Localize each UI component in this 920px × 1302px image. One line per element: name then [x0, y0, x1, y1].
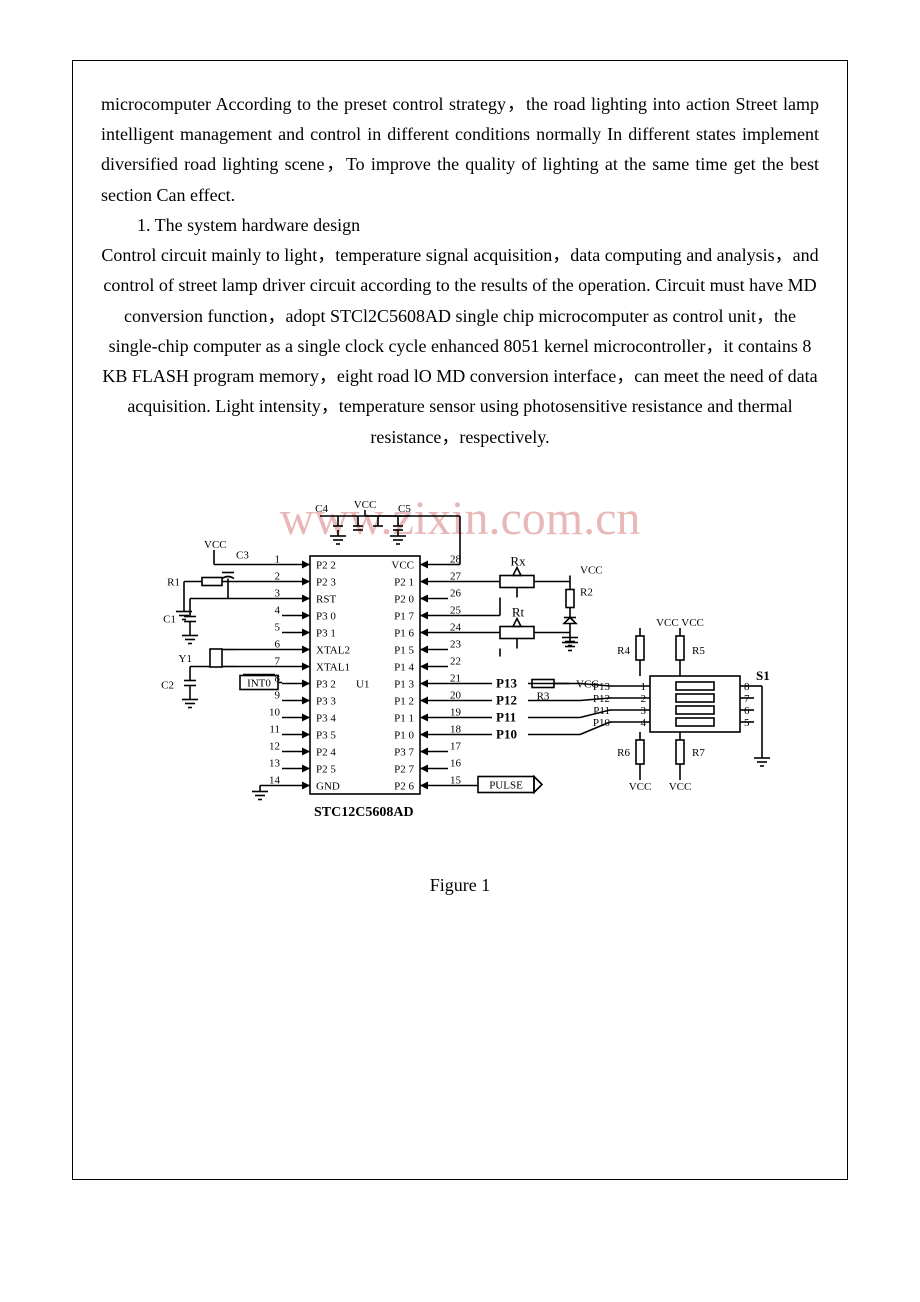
- svg-text:P10: P10: [496, 726, 517, 741]
- svg-text:P13: P13: [496, 675, 517, 690]
- svg-text:Rx: Rx: [510, 553, 526, 568]
- svg-text:1: 1: [641, 681, 647, 693]
- svg-text:VCC: VCC: [354, 499, 377, 511]
- svg-text:5: 5: [275, 621, 281, 633]
- svg-text:6: 6: [744, 705, 750, 717]
- svg-text:INT0: INT0: [247, 677, 271, 689]
- svg-text:P3 4: P3 4: [316, 712, 336, 724]
- svg-text:P1 5: P1 5: [394, 644, 414, 656]
- svg-text:16: 16: [450, 757, 462, 769]
- svg-text:P2 3: P2 3: [316, 576, 336, 588]
- svg-text:P3 0: P3 0: [316, 610, 336, 622]
- svg-text:8: 8: [744, 681, 750, 693]
- schematic-figure: www.zixin.com.cnU11P2 22P2 33RST4P3 05P3…: [101, 486, 819, 896]
- svg-text:VCC VCC: VCC VCC: [656, 617, 704, 629]
- svg-text:23: 23: [450, 638, 462, 650]
- svg-text:R7: R7: [692, 747, 705, 759]
- svg-text:Rt: Rt: [512, 604, 525, 619]
- svg-text:VCC: VCC: [669, 781, 692, 793]
- svg-text:R2: R2: [580, 586, 593, 598]
- svg-text:XTAL1: XTAL1: [316, 661, 350, 673]
- svg-text:P2 7: P2 7: [394, 763, 414, 775]
- svg-text:P3 7: P3 7: [394, 746, 414, 758]
- svg-text:22: 22: [450, 655, 461, 667]
- svg-text:GND: GND: [316, 780, 340, 792]
- svg-text:7: 7: [744, 693, 750, 705]
- svg-text:S1: S1: [756, 668, 770, 683]
- svg-text:P1 4: P1 4: [394, 661, 414, 673]
- svg-text:P1 0: P1 0: [394, 729, 414, 741]
- svg-text:XTAL2: XTAL2: [316, 644, 350, 656]
- figure-caption: Figure 1: [101, 875, 819, 896]
- page-frame: microcomputer According to the preset co…: [72, 60, 848, 1180]
- svg-text:C5: C5: [398, 503, 411, 515]
- paragraph-intro: microcomputer According to the preset co…: [101, 89, 819, 210]
- svg-text:2: 2: [641, 693, 647, 705]
- svg-text:P12: P12: [496, 692, 517, 707]
- svg-text:P1 7: P1 7: [394, 610, 414, 622]
- paragraph-hardware: Control circuit mainly to light，temperat…: [101, 240, 819, 452]
- svg-text:VCC: VCC: [204, 539, 227, 551]
- svg-text:P1 2: P1 2: [394, 695, 414, 707]
- svg-text:17: 17: [450, 740, 462, 752]
- svg-text:4: 4: [641, 717, 647, 729]
- svg-text:Y1: Y1: [179, 653, 192, 665]
- svg-text:STC12C5608AD: STC12C5608AD: [314, 805, 414, 820]
- svg-text:13: 13: [269, 757, 281, 769]
- svg-text:P11: P11: [496, 709, 516, 724]
- svg-text:4: 4: [275, 604, 281, 616]
- svg-text:9: 9: [275, 689, 281, 701]
- svg-text:10: 10: [269, 706, 281, 718]
- svg-text:R5: R5: [692, 645, 705, 657]
- svg-text:VCC: VCC: [391, 559, 414, 571]
- svg-text:U1: U1: [356, 678, 369, 690]
- svg-text:VCC: VCC: [629, 781, 652, 793]
- svg-text:P2 1: P2 1: [394, 576, 414, 588]
- svg-text:P3 3: P3 3: [316, 695, 336, 707]
- svg-text:P3 2: P3 2: [316, 678, 336, 690]
- svg-text:R4: R4: [617, 645, 630, 657]
- svg-text:C1: C1: [163, 613, 176, 625]
- svg-text:P1 6: P1 6: [394, 627, 414, 639]
- svg-text:R1: R1: [167, 576, 180, 588]
- svg-text:P3 1: P3 1: [316, 627, 336, 639]
- svg-text:P13: P13: [593, 681, 611, 693]
- svg-text:C2: C2: [161, 679, 174, 691]
- svg-text:11: 11: [269, 723, 280, 735]
- svg-text:RST: RST: [316, 593, 336, 605]
- svg-text:P2 2: P2 2: [316, 559, 336, 571]
- svg-text:P2 0: P2 0: [394, 593, 414, 605]
- svg-text:P3 5: P3 5: [316, 729, 336, 741]
- heading-hardware: 1. The system hardware design: [101, 210, 819, 240]
- svg-text:PULSE: PULSE: [489, 779, 523, 791]
- svg-text:3: 3: [641, 705, 647, 717]
- svg-text:26: 26: [450, 587, 462, 599]
- svg-text:P2 5: P2 5: [316, 763, 336, 775]
- svg-text:5: 5: [744, 717, 750, 729]
- svg-text:R6: R6: [617, 747, 630, 759]
- svg-text:12: 12: [269, 740, 280, 752]
- body-text: microcomputer According to the preset co…: [101, 89, 819, 452]
- svg-text:P2 6: P2 6: [394, 780, 414, 792]
- svg-text:C4: C4: [315, 503, 328, 515]
- schematic-svg: www.zixin.com.cnU11P2 22P2 33RST4P3 05P3…: [140, 486, 780, 846]
- svg-text:P2 4: P2 4: [316, 746, 336, 758]
- svg-text:VCC: VCC: [580, 564, 603, 576]
- svg-text:C3: C3: [236, 549, 249, 561]
- svg-text:P1 1: P1 1: [394, 712, 414, 724]
- svg-text:P1 3: P1 3: [394, 678, 414, 690]
